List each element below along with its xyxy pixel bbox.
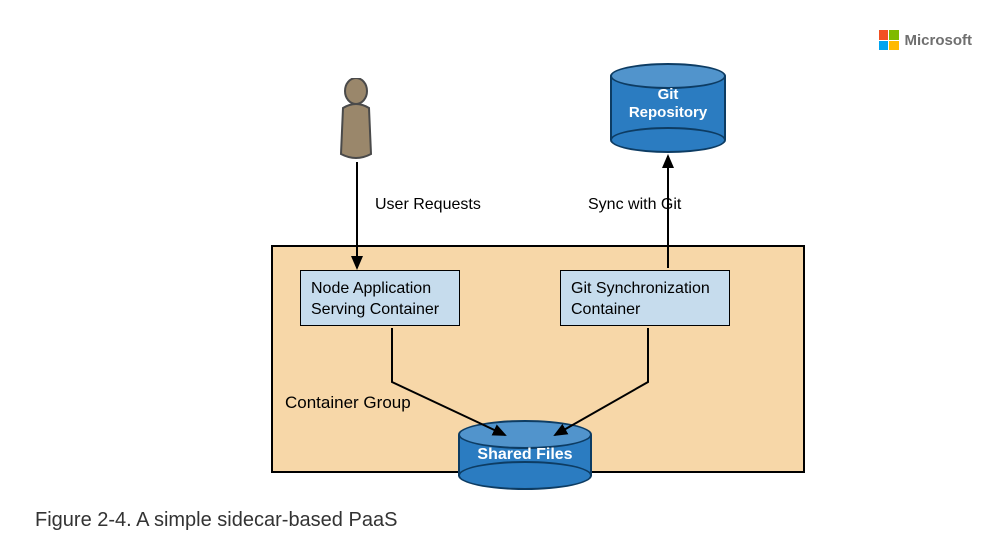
git-repository-cylinder: Git Repository (610, 63, 726, 153)
git-sync-box: Git Synchronization Container (560, 270, 730, 326)
microsoft-logo: Microsoft (879, 30, 973, 50)
user-icon (337, 78, 375, 165)
git-sync-label: Git Synchronization Container (571, 280, 710, 318)
figure-caption: Figure 2-4. A simple sidecar-based PaaS (35, 509, 397, 532)
node-application-label: Node Application Serving Container (311, 280, 439, 318)
shared-files-cylinder: Shared Files (458, 420, 592, 490)
cyl-shared-top (458, 420, 592, 449)
cyl-git-bottom (610, 127, 726, 153)
node-application-box: Node Application Serving Container (300, 270, 460, 326)
user-requests-label: User Requests (375, 196, 481, 214)
git-repository-label: Git Repository (610, 86, 726, 121)
cyl-git-top (610, 63, 726, 89)
shared-files-label: Shared Files (458, 446, 592, 464)
container-group-label: Container Group (285, 393, 411, 413)
diagram-canvas: Microsoft Container Group Git Repository… (0, 0, 1000, 560)
ms-square-green (889, 30, 899, 40)
microsoft-logo-text: Microsoft (905, 32, 973, 49)
ms-square-blue (879, 41, 889, 51)
ms-square-yellow (889, 41, 899, 51)
cyl-shared-bottom (458, 461, 592, 490)
sync-with-git-label: Sync with Git (588, 196, 681, 214)
microsoft-logo-icon (879, 30, 899, 50)
ms-square-red (879, 30, 889, 40)
